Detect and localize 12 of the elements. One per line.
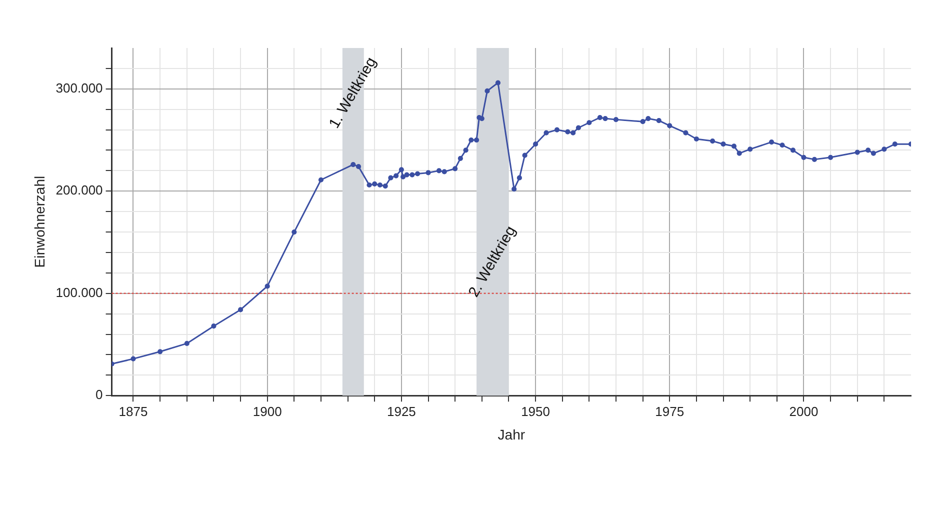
y-tick-label: 0 (96, 387, 103, 402)
x-tick-label: 1950 (521, 404, 550, 419)
y-axis-title: Einwohnerzahl (31, 176, 48, 268)
y-tick-label: 200.000 (56, 182, 103, 198)
x-tick-label: 2000 (789, 404, 818, 419)
x-tick-label: 1975 (655, 404, 684, 419)
y-tick-label: 100.000 (56, 284, 103, 300)
x-tick-label: 1875 (118, 404, 148, 419)
x-tick-label: 1900 (252, 404, 282, 419)
x-axis-title: Jahr (498, 426, 526, 442)
y-tick-label: 300.000 (56, 80, 103, 96)
x-tick-label: 1925 (386, 404, 416, 419)
